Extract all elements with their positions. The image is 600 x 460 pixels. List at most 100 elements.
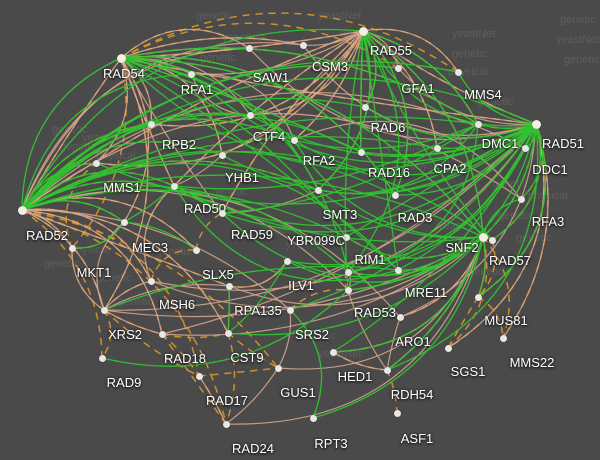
node-msh6[interactable] [147,277,155,285]
node-aro1[interactable] [396,313,404,321]
node-ddc1[interactable] [521,144,529,152]
node-label-rad53: RAD53 [354,305,396,320]
edge-yeastnet [173,185,484,243]
node-mms22[interactable] [499,334,507,342]
edge-yeastnet [394,123,537,196]
node-mus81[interactable] [474,293,482,301]
node-asf1[interactable] [393,409,401,417]
edge-yeastnet [21,185,349,273]
node-cpa2[interactable] [433,144,441,152]
node-ilv1[interactable] [283,257,291,265]
node-cst9[interactable] [224,329,232,337]
node-hed1[interactable] [329,348,337,356]
node-rad9[interactable] [98,354,106,362]
node-rad6[interactable] [361,103,369,111]
node-label-cpa2: CPA2 [433,161,467,176]
node-ctf4[interactable] [246,111,254,119]
node-gfa1[interactable] [394,64,402,72]
node-rad52[interactable] [17,205,27,215]
node-slx5[interactable] [192,246,200,254]
node-rad51[interactable] [531,119,541,129]
node-rad17[interactable] [195,372,203,380]
edge-yeastnet [477,123,547,298]
node-rad54[interactable] [116,53,126,63]
edge-genetic [477,296,504,339]
node-srs2[interactable] [286,306,294,314]
edge-physical [293,30,364,141]
node-label-rfa1: RFA1 [180,82,214,97]
edge-physical [173,154,223,187]
node-rad50[interactable] [170,182,178,190]
edge-yeastnet [249,114,537,157]
node-mms1[interactable] [92,159,100,167]
node-ybr099c[interactable] [342,233,350,241]
edge-yeastnet [362,30,484,238]
node-smt3[interactable] [314,186,322,194]
edge-genetic [150,249,197,282]
edge-yeastnet [123,185,175,223]
node-gus1[interactable] [274,364,282,372]
edge-physical [386,316,401,371]
node-label-srs2: SRS2 [295,327,329,342]
node-mec3[interactable] [120,218,128,226]
edge-genetic [225,332,236,425]
node-mkt1[interactable] [68,244,76,252]
node-yhb1[interactable] [218,151,226,159]
node-rad59[interactable] [218,209,226,217]
edge-physical [21,209,291,311]
edge-yeastnet [123,221,197,251]
node-label-mus81: MUS81 [484,313,528,328]
node-label-rad17: RAD17 [206,393,248,408]
node-dmc1[interactable] [474,120,482,128]
node-rad3[interactable] [391,191,399,199]
node-label-rad6: RAD6 [370,120,406,135]
edge-physical [293,120,522,200]
edge-physical [96,221,125,311]
node-rpt3[interactable] [309,414,317,422]
edge-yeastnet [347,123,537,273]
node-rad55[interactable] [358,26,368,36]
node-label-msh6: MSH6 [158,297,196,312]
node-rad16[interactable] [357,148,365,156]
node-label-rfa3: RFA3 [531,214,565,229]
node-rfa2[interactable] [290,136,298,144]
node-saw1[interactable] [245,44,253,52]
edge-yeastnet [120,47,479,125]
edge-physical [221,30,364,214]
node-sgs1[interactable] [444,344,452,352]
node-rad53[interactable] [344,286,352,294]
node-rfa1[interactable] [187,70,195,78]
edge-yeastnet [221,123,479,214]
node-rad18[interactable] [158,330,166,338]
node-csm3[interactable] [299,41,307,49]
node-label-rfa2: RFA2 [302,153,336,168]
node-label-ctf4: CTF4 [252,129,286,144]
node-rad24[interactable] [222,420,230,428]
node-rfa3[interactable] [517,195,525,203]
node-rpb2[interactable] [147,120,155,128]
node-label-hed1: HED1 [337,369,373,384]
node-mms4[interactable] [454,68,462,76]
edge-yeastnet [293,123,479,150]
node-mre11[interactable] [394,266,402,274]
edge-yeastnet [120,57,362,153]
node-rdh54[interactable] [383,366,391,374]
node-snf2[interactable] [478,232,488,242]
node-xrs2[interactable] [100,306,108,314]
node-rpa135[interactable] [225,282,233,290]
edge-yeastnet [362,30,493,241]
edge-physical [225,367,279,425]
edge-yeastnet [190,73,537,164]
node-rim1[interactable] [344,268,352,276]
edge-yeastnet [103,265,399,311]
node-rad57[interactable] [488,236,496,244]
edge-physical [103,280,152,311]
node-label-cst9: CST9 [230,350,264,365]
edge-physical [143,185,175,282]
edge-yeastnet [293,139,484,239]
node-label-rdh54: RDH54 [390,387,434,402]
edge-yeastnet [482,198,522,238]
